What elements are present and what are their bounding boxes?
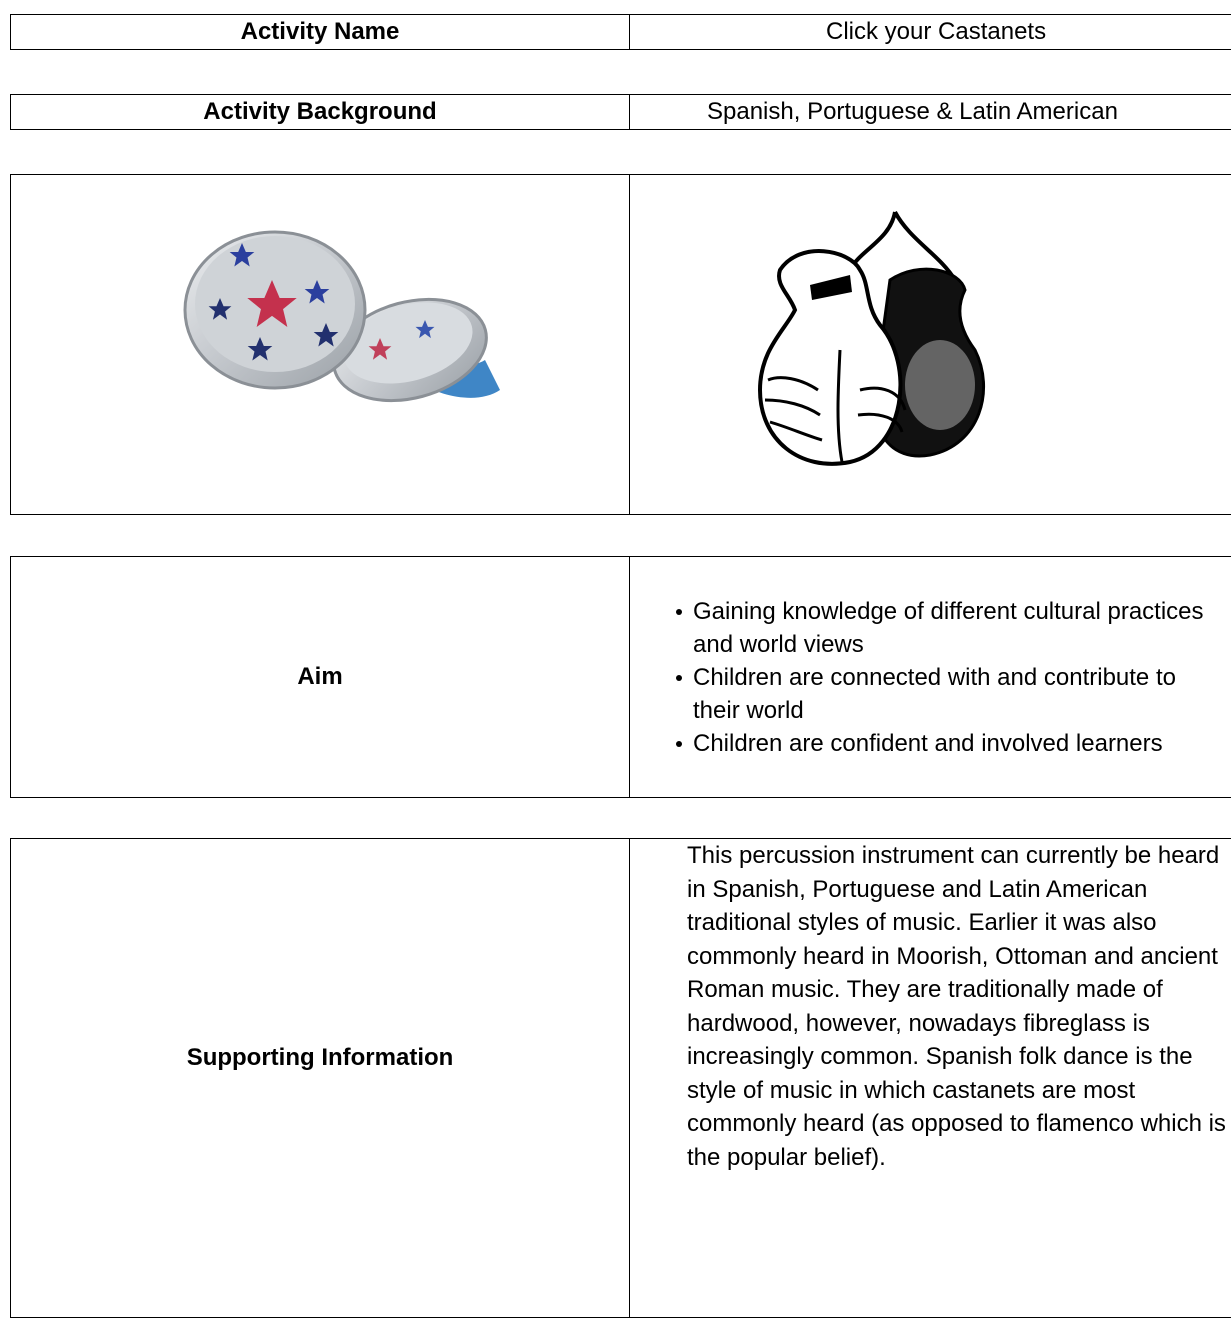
background-label: Activity Background [11, 95, 630, 129]
front-shell [757, 249, 903, 466]
wooden-castanet-image [757, 211, 986, 466]
image-table [10, 174, 1231, 515]
front-shading [764, 349, 844, 463]
back-shell [872, 267, 986, 458]
tin-castanet-image [183, 230, 500, 403]
aim-item: Children are confident and involved lear… [676, 727, 1216, 760]
name-label: Activity Name [11, 15, 630, 49]
tin-lid-top [343, 302, 473, 384]
supporting-label: Supporting Information [11, 839, 630, 1317]
aim-cell: Gaining knowledge of different cultural … [630, 557, 1231, 797]
front-shading [857, 386, 907, 433]
aim-list: Gaining knowledge of different cultural … [630, 595, 1216, 760]
aim-item: Children are connected with and contribu… [676, 661, 1216, 727]
aim-label: Aim [11, 557, 630, 797]
name-value: Click your Castanets [826, 18, 1047, 45]
supporting-text: This percussion instrument can currently… [687, 842, 1226, 1171]
back-highlight [905, 340, 975, 430]
aim-table: Aim Gaining knowledge of different cultu… [10, 556, 1231, 798]
image-left [11, 175, 630, 514]
supporting-table: Supporting Information This percussion i… [10, 838, 1231, 1318]
background-table: Activity Background Spanish, Portuguese … [10, 94, 1231, 130]
front-hole [810, 275, 852, 300]
name-table: Activity Name Click your Castanets [10, 14, 1231, 50]
background-value: Spanish, Portuguese & Latin American [707, 98, 1118, 125]
supporting-cell: This percussion instrument can currently… [630, 839, 1231, 1317]
aim-item: Gaining knowledge of different cultural … [676, 595, 1216, 661]
